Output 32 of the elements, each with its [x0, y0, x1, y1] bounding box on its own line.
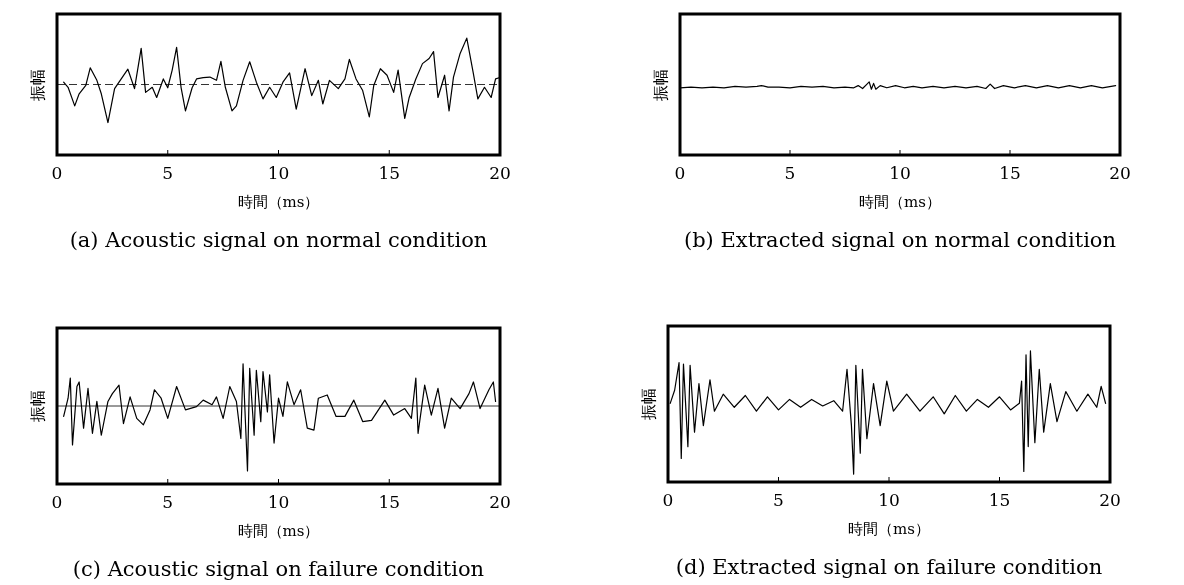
text: (c) Acoustic signal on failure condition: [72, 557, 485, 581]
x-tick-label: 5: [162, 163, 174, 183]
x-tick-label: 15: [999, 163, 1021, 183]
x-tick-label: 5: [162, 492, 174, 512]
x-tick-label: 0: [662, 490, 674, 510]
x-tick-label: 20: [489, 163, 511, 183]
x-tick-label: 0: [51, 492, 63, 512]
x-tick-label: 20: [1109, 163, 1131, 183]
x-tick-label: 10: [267, 492, 290, 512]
y-axis-title: 振幅: [639, 388, 658, 420]
x-tick-label: 10: [889, 163, 911, 183]
x-tick-label: 15: [988, 490, 1011, 510]
x-tick-label: 10: [878, 490, 900, 510]
y-axis-title: 振幅: [28, 390, 47, 422]
text: (b) Extracted signal on normal condition: [683, 228, 1117, 252]
x-tick-label: 20: [489, 492, 511, 512]
x-axis-title: 時間（ms）: [237, 522, 320, 540]
x-tick-label: 0: [674, 163, 686, 183]
x-tick-label: 10: [267, 163, 290, 183]
x-tick-label: 20: [1099, 490, 1121, 510]
y-axis-title: 振幅: [651, 68, 670, 101]
x-axis-title: 時間（ms）: [848, 520, 930, 538]
x-tick-label: 0: [51, 163, 63, 183]
x-tick-label: 5: [784, 163, 796, 183]
y-axis-title: 振幅: [28, 68, 47, 101]
x-tick-label: 5: [773, 490, 784, 510]
text: (d) Extracted signal on failure condition: [675, 555, 1103, 579]
x-axis-title: 時間（ms）: [237, 193, 320, 211]
x-axis-title: 時間（ms）: [859, 193, 941, 211]
x-tick-label: 15: [378, 492, 401, 512]
text: (a) Acoustic signal on normal condition: [69, 228, 488, 252]
x-tick-label: 15: [378, 163, 401, 183]
